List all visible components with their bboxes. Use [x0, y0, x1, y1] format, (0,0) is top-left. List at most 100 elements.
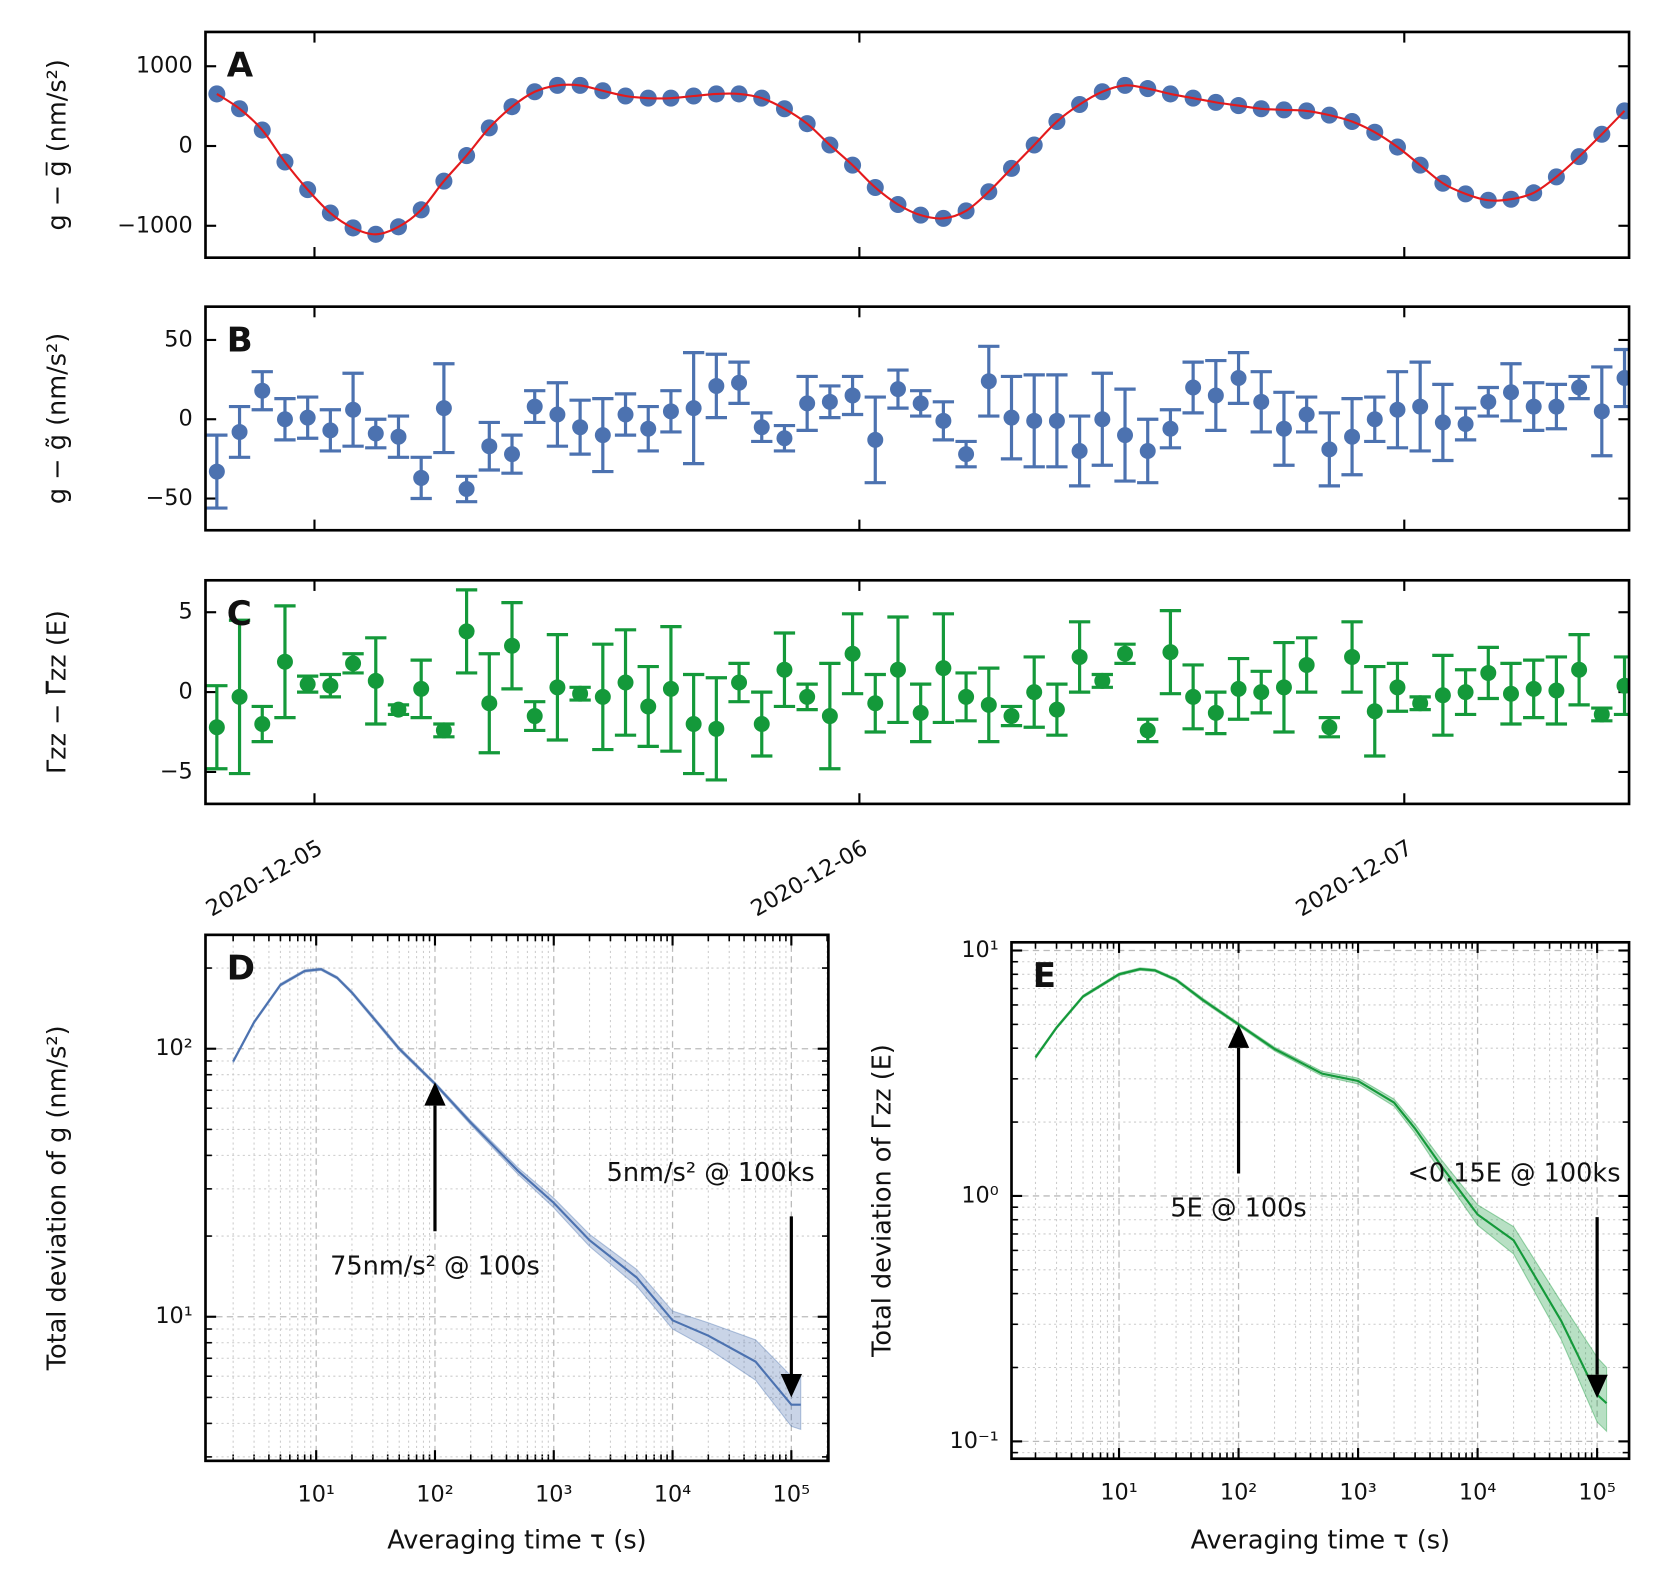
y-axis-label: Total deviation of Γzz (E)	[868, 1044, 898, 1358]
data-point	[821, 708, 838, 725]
data-point	[1230, 680, 1247, 697]
data-point	[1298, 406, 1315, 423]
data-point	[322, 422, 339, 439]
data-point	[390, 701, 407, 718]
data-point	[867, 431, 884, 448]
fit-line	[216, 83, 1626, 236]
data-point	[390, 428, 407, 445]
data-point	[889, 661, 906, 678]
data-point	[1230, 370, 1247, 386]
data-point	[1571, 379, 1588, 396]
data-point	[1366, 703, 1383, 720]
axes-frame	[204, 30, 1631, 260]
data-point	[1480, 393, 1497, 410]
x-tick-label: 10³	[535, 1481, 572, 1507]
data-point	[458, 623, 475, 640]
data-point	[844, 387, 861, 404]
x-tick-label: 2020-12-05	[202, 835, 327, 922]
annotation: 75nm/s² @ 100s	[330, 1251, 540, 1281]
data-point	[1003, 708, 1020, 725]
data-point	[1389, 401, 1406, 418]
data-point	[1003, 409, 1020, 426]
data-point	[662, 403, 679, 420]
data-point	[1525, 680, 1542, 697]
data-point	[617, 674, 634, 691]
data-point	[1457, 416, 1474, 432]
data-point	[980, 373, 997, 390]
panel-label: C	[227, 594, 252, 634]
data-point	[1480, 664, 1497, 681]
data-point	[458, 481, 475, 498]
y-tick-label: −50	[146, 485, 193, 511]
data-point	[1071, 648, 1088, 665]
data-point	[912, 704, 929, 721]
y-axis-label: Total deviation of g (nm/s²)	[43, 1025, 73, 1371]
data-point	[1253, 393, 1270, 410]
x-axis-label: Averaging time τ (s)	[1191, 1526, 1450, 1556]
arrow-head	[424, 1082, 446, 1106]
data-point	[254, 716, 271, 733]
data-point	[481, 438, 498, 455]
data-point	[980, 696, 997, 713]
data-point	[276, 411, 293, 428]
y-tick-label: 10²	[155, 1035, 192, 1061]
panel-label: D	[227, 948, 255, 988]
x-tick-label: 10⁴	[1459, 1479, 1496, 1505]
data-point	[1048, 412, 1065, 429]
panel-label: E	[1033, 956, 1056, 996]
data-point	[731, 374, 748, 391]
axes-frame	[204, 578, 1631, 806]
axes-frame	[204, 305, 1631, 532]
x-tick-label: 2020-12-06	[747, 835, 872, 922]
data-point	[1048, 701, 1065, 718]
data-point	[504, 637, 520, 654]
data-point	[640, 420, 657, 437]
y-tick-label: −5	[160, 758, 193, 784]
x-tick-label: 2020-12-07	[1291, 835, 1416, 922]
data-point	[367, 672, 384, 689]
data-point	[640, 698, 657, 715]
data-point	[504, 446, 520, 463]
data-point	[1094, 672, 1111, 689]
data-point	[1117, 645, 1134, 662]
data-point	[1275, 420, 1292, 437]
x-tick-label: 10⁴	[654, 1481, 691, 1507]
y-tick-label: −1000	[117, 212, 193, 238]
y-tick-label: 10¹	[155, 1303, 192, 1329]
data-point	[1412, 695, 1429, 712]
data-point	[231, 423, 248, 440]
data-point	[708, 377, 725, 394]
data-point	[1503, 685, 1519, 702]
data-point	[1321, 719, 1338, 736]
data-point	[299, 676, 316, 693]
data-point	[322, 677, 339, 694]
data-point	[799, 395, 816, 412]
data-point	[254, 382, 271, 399]
plot-area	[1034, 967, 1608, 1433]
plot-area	[206, 588, 1630, 782]
data-point	[776, 661, 793, 678]
data-point	[1071, 442, 1088, 459]
data-point	[1389, 679, 1406, 696]
data-point	[1321, 441, 1338, 458]
data-point	[594, 688, 611, 705]
data-point	[1412, 398, 1429, 415]
data-point	[1026, 684, 1043, 701]
data-point	[685, 400, 702, 417]
data-point	[662, 680, 679, 697]
data-point	[345, 655, 362, 672]
data-point	[753, 716, 770, 733]
data-point	[617, 406, 634, 423]
data-point	[776, 430, 793, 447]
data-point	[1548, 682, 1565, 699]
y-tick-label: 0	[178, 133, 192, 159]
data-point	[685, 716, 702, 733]
data-point	[935, 660, 952, 677]
data-point	[1185, 688, 1202, 705]
data-point	[435, 400, 452, 417]
y-tick-label: 10⁻¹	[950, 1428, 999, 1454]
data-point	[594, 427, 611, 444]
data-point	[1298, 656, 1315, 673]
data-point	[1593, 706, 1610, 723]
